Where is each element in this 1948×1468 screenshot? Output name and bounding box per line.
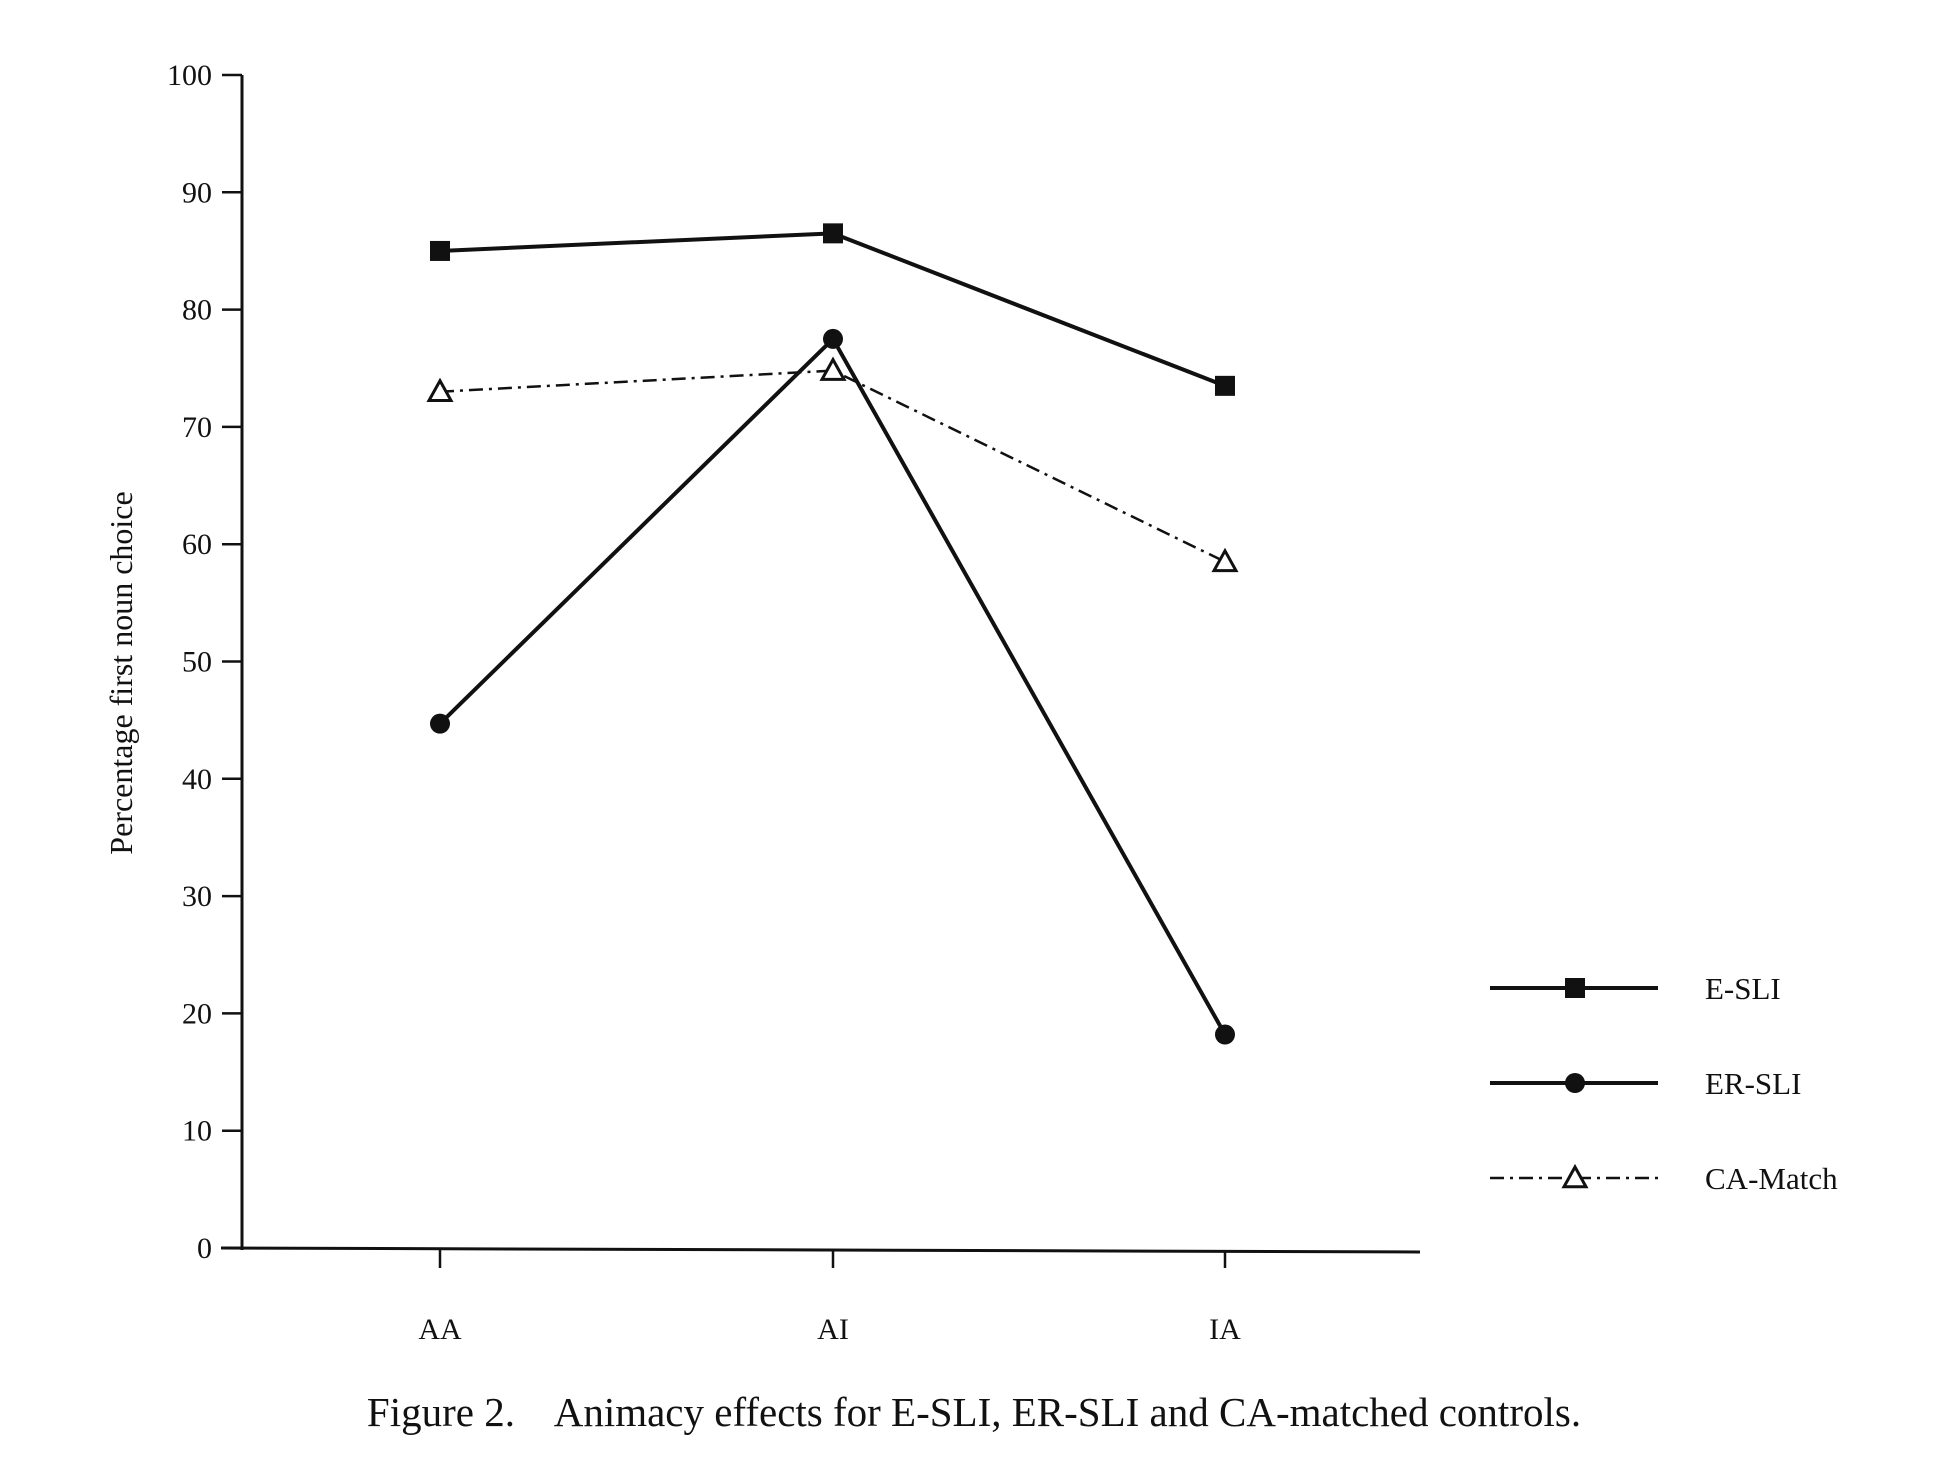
series-line-ca-match	[439, 369, 1226, 563]
legend-item-ca-match: CA-Match	[1490, 1161, 1838, 1196]
legend-marker-ca-match	[1561, 1163, 1589, 1189]
y-tick-label-30: 30	[182, 880, 212, 913]
figure-caption: Figure 2. Animacy effects for E-SLI, ER-…	[366, 1389, 1582, 1435]
point-ca-match-aa	[426, 377, 454, 403]
axes: 0 10 20 30 40 50 60 70 80 90 100 AA AI IA	[167, 59, 1421, 1346]
y-tick-label-70: 70	[182, 411, 212, 444]
point-e-sli-aa	[430, 240, 450, 261]
y-tick-label-80: 80	[182, 294, 212, 327]
y-axis-label-group: Percentage first noun choice	[103, 491, 139, 854]
y-tick-label-20: 20	[182, 997, 212, 1030]
y-tick-label-10: 10	[182, 1115, 212, 1148]
y-tick-label-0: 0	[197, 1232, 212, 1265]
legend-marker-e-sli	[1565, 978, 1585, 998]
series-layer	[426, 223, 1239, 1045]
point-er-sli-aa	[430, 713, 450, 734]
y-axis-label: Percentage first noun choice	[103, 491, 139, 854]
legend-item-e-sli: E-SLI	[1490, 971, 1781, 1006]
legend-label-e-sli: E-SLI	[1705, 971, 1781, 1006]
x-tick-label-ai: AI	[817, 1313, 849, 1346]
y-tick-label-90: 90	[182, 176, 212, 209]
x-tick-label-aa: AA	[418, 1313, 462, 1346]
x-tick-label-ia: IA	[1209, 1313, 1241, 1346]
y-tick-label-100: 100	[167, 59, 212, 92]
y-tick-label-50: 50	[182, 646, 212, 679]
legend-marker-er-sli	[1565, 1073, 1585, 1093]
point-e-sli-ai	[823, 223, 843, 244]
point-ca-match-ai	[819, 356, 847, 381]
point-ca-match-ia	[1211, 547, 1239, 573]
legend-label-er-sli: ER-SLI	[1705, 1066, 1801, 1101]
series-ca-match	[426, 356, 1239, 573]
legend: E-SLI ER-SLI CA-Match	[1490, 971, 1838, 1196]
x-axis-line	[220, 1246, 1421, 1254]
point-er-sli-ia	[1215, 1024, 1235, 1045]
series-er-sli	[430, 328, 1235, 1045]
series-line-er-sli	[438, 336, 1227, 1036]
y-tick-label-60: 60	[182, 528, 212, 561]
y-tick-label-40: 40	[182, 763, 212, 796]
series-e-sli	[430, 223, 1235, 396]
legend-label-ca-match: CA-Match	[1705, 1161, 1838, 1196]
point-er-sli-ai	[823, 328, 843, 349]
legend-item-er-sli: ER-SLI	[1490, 1066, 1801, 1101]
point-e-sli-ia	[1215, 375, 1235, 396]
